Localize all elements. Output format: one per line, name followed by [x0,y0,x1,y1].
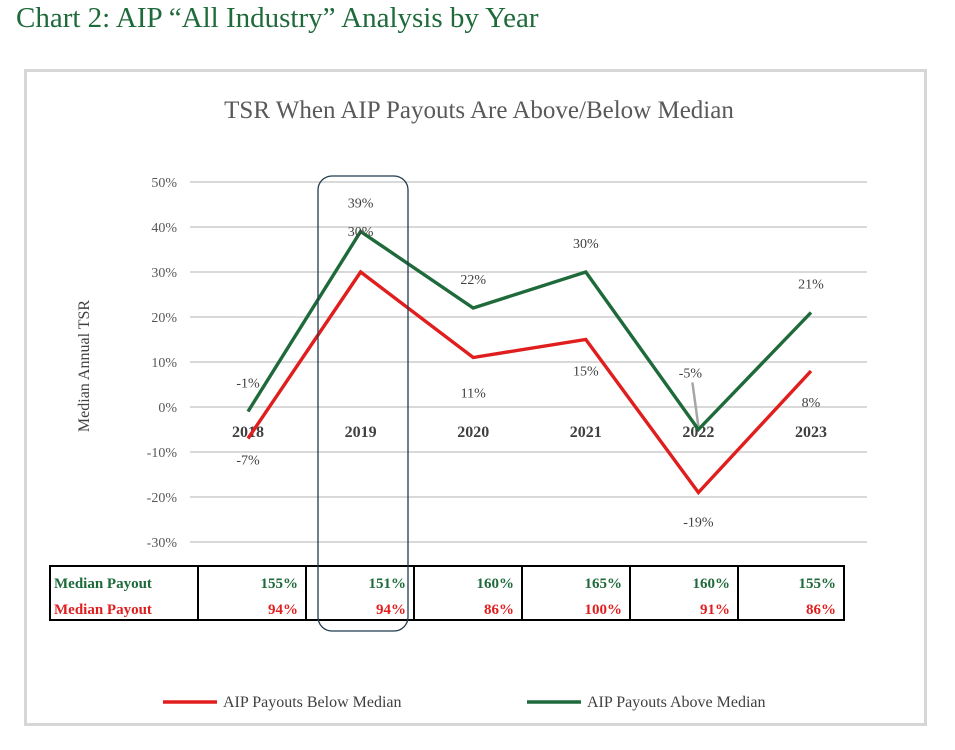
data-labels: -7% 30% 11% 15% -19% 8% -1% 39% 22% 30% -5% 21% [236,197,824,531]
legend-label: AIP Payouts Above Median [587,694,766,711]
data-label: 11% [461,387,486,402]
table-cell: 86% [484,602,514,618]
tsr-line-chart: TSR When AIP Payouts Are Above/Below Med… [49,97,867,711]
table-cell: 165% [585,576,623,592]
page-heading: Chart 2: AIP “All Industry” Analysis by … [16,2,539,34]
data-label: 22% [460,273,486,288]
gridlines [190,181,867,543]
y-tick-label: 50% [151,176,177,191]
data-label: 21% [798,278,824,293]
payout-table: Median Payout 155% 151% 160% 165% 160% 155% Med… [49,565,845,621]
table-cell: 155% [799,576,837,592]
y-tick-label: -10% [147,446,178,461]
y-axis-label: Median Annual TSR [76,300,93,432]
data-label: -7% [236,454,260,469]
table-cell: 86% [806,602,836,618]
x-category-label: 2023 [795,424,827,441]
data-label: 30% [573,237,599,252]
leader-lines [691,382,700,427]
y-tick-label: 0% [158,401,177,416]
x-category-label: 2020 [457,424,489,441]
table-cell: 94% [268,602,298,618]
series-lines [246,229,813,496]
chart-title: TSR When AIP Payouts Are Above/Below Med… [224,97,734,124]
legend: AIP Payouts Below Median AIP Payouts Abov… [163,694,766,711]
x-category-label: 2019 [345,424,377,441]
table-cell: 155% [261,576,299,592]
payout-table-border [49,565,845,621]
table-cell: 91% [700,602,730,618]
y-tick-label: 20% [151,311,177,326]
x-category-label: 2021 [570,424,602,441]
table-row-label: Median Payout [54,602,152,618]
data-label: 30% [348,225,374,240]
y-tick-label: -30% [147,536,178,551]
series-line [246,229,813,433]
series-line [246,269,813,496]
table-row-label: Median Payout [54,576,152,592]
data-label: -1% [236,377,260,392]
y-tick-label: 40% [151,221,177,236]
table-cell: 94% [376,602,406,618]
x-axis-categories: 2018 2019 2020 2021 2022 2023 [232,424,827,441]
data-label: -5% [679,367,703,382]
x-category-label: 2022 [682,424,714,441]
data-label: -19% [683,516,714,531]
leader-line [691,382,700,427]
y-tick-label: 30% [151,266,177,281]
legend-label: AIP Payouts Below Median [223,694,402,711]
data-label: 39% [348,197,374,212]
chart-panel: TSR When AIP Payouts Are Above/Below Med… [24,69,927,726]
table-cell: 151% [369,576,407,592]
data-label: 8% [802,396,821,411]
y-tick-label: 10% [151,356,177,371]
table-cell: 160% [477,576,515,592]
y-tick-label: -20% [147,491,178,506]
table-cell: 160% [693,576,731,592]
y-axis-ticks: 50% 40% 30% 20% 10% 0% -10% -20% -30% [147,176,178,551]
table-cell: 100% [585,602,623,618]
data-label: 15% [573,365,599,380]
highlight-box-2019 [317,175,409,632]
